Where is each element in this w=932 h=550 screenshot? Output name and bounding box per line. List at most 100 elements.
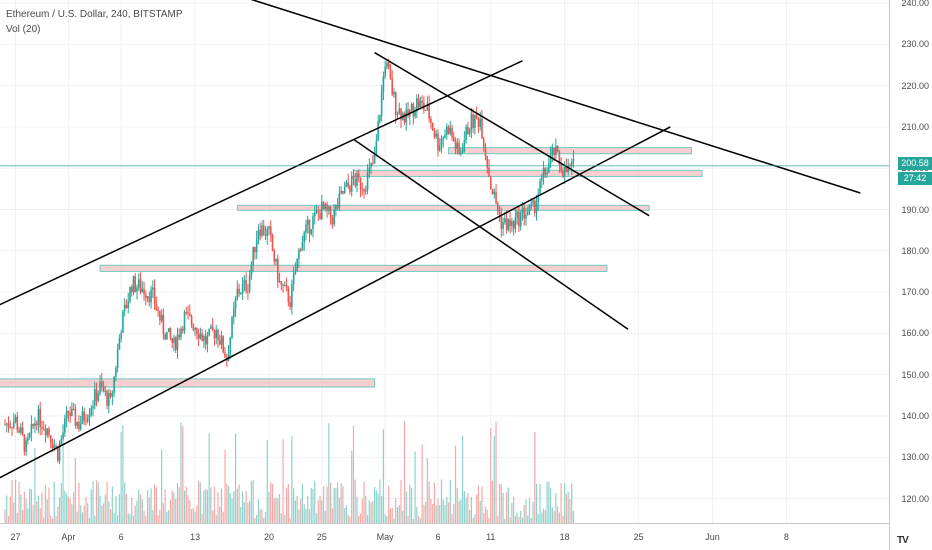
candle-body: [95, 389, 98, 401]
volume-bar: [57, 506, 59, 523]
price-chart-plot[interactable]: [0, 0, 889, 524]
volume-bar: [312, 489, 314, 523]
candle-body: [375, 140, 378, 155]
volume-bar: [333, 488, 335, 523]
volume-bar: [469, 509, 471, 523]
volume-bar: [80, 505, 82, 523]
volume-bar: [43, 517, 45, 523]
candle-body: [511, 221, 513, 227]
candle-body: [113, 376, 115, 394]
volume-bar: [514, 515, 516, 523]
candle-body: [157, 309, 159, 312]
candle-body: [48, 428, 50, 436]
candle-body: [354, 178, 357, 186]
candle-body: [78, 421, 80, 430]
candle-body: [255, 239, 258, 253]
candle-body: [356, 173, 358, 186]
candle-body: [164, 334, 166, 340]
candle-body: [292, 274, 295, 284]
volume-bar: [162, 503, 164, 523]
candle-body: [67, 411, 70, 413]
volume-bar: [507, 487, 509, 523]
candle-body: [437, 133, 439, 151]
volume-bar: [440, 479, 443, 523]
time-axis-label: 6: [435, 532, 441, 542]
candle-body: [350, 176, 353, 192]
candle-body: [484, 147, 487, 156]
volume-bar: [535, 483, 538, 523]
volume-bar: [185, 486, 187, 523]
volume-bar: [32, 504, 34, 523]
volume-bar: [342, 485, 344, 523]
candle-body: [556, 145, 559, 153]
candle-body: [150, 289, 152, 303]
candle-body: [451, 127, 453, 138]
candle-body: [21, 427, 24, 435]
volume-bar: [78, 482, 80, 523]
last-price-tag: 200.58: [898, 157, 932, 170]
volume-bar: [497, 516, 499, 523]
volume-bar: [509, 517, 511, 523]
candle-body: [430, 118, 432, 123]
volume-bar: [23, 491, 25, 523]
volume-bar: [490, 427, 492, 523]
volume-bar: [129, 514, 131, 523]
volume-bar: [532, 501, 534, 523]
candle-body: [474, 114, 476, 128]
candle-body: [57, 446, 59, 461]
price-axis[interactable]: 240.00230.00220.00210.00200.00190.00180.…: [889, 0, 932, 550]
volume-bar: [550, 487, 552, 523]
candle-body: [394, 91, 397, 115]
candle-body: [264, 234, 267, 236]
candle-body: [166, 331, 168, 340]
volume-bar: [423, 505, 425, 523]
candle-body: [16, 416, 19, 430]
volume-bar: [224, 449, 226, 523]
volume-bar: [317, 500, 319, 523]
candle-body: [372, 162, 374, 164]
candle-body: [518, 211, 520, 227]
candle-body: [181, 328, 184, 331]
volume-bar: [425, 501, 427, 523]
volume-bar: [136, 500, 138, 523]
volume-bar: [198, 480, 200, 523]
volume-bar: [315, 513, 318, 523]
volume-bar: [178, 487, 180, 523]
candle-body: [79, 423, 82, 430]
volume-bar: [259, 509, 261, 523]
volume-bar: [495, 421, 497, 523]
volume-bar: [565, 494, 568, 523]
volume-bar: [71, 504, 73, 523]
candle-body: [528, 204, 531, 212]
volume-bar: [161, 449, 163, 523]
candle-body: [69, 412, 71, 416]
candle-body: [502, 222, 504, 229]
candle-body: [460, 152, 462, 154]
candle-body: [299, 249, 302, 251]
candle-body: [567, 165, 569, 173]
volume-bar: [74, 458, 76, 523]
volume-bar: [58, 497, 61, 523]
volume-bar: [377, 493, 379, 523]
candle-body: [482, 138, 485, 148]
volume-bar: [125, 493, 128, 523]
candle-body: [65, 411, 68, 419]
volume-bar: [286, 487, 288, 523]
candle-body: [14, 416, 17, 422]
candle-body: [435, 133, 437, 137]
candle-body: [76, 421, 78, 426]
volume-bar: [314, 480, 316, 523]
candle-body: [449, 127, 452, 134]
price-axis-label: 140.00: [901, 411, 929, 421]
volume-bar: [115, 496, 117, 523]
candle-body: [289, 302, 291, 308]
volume-bar: [94, 515, 96, 523]
candle-body: [486, 155, 489, 168]
volume-bar: [460, 499, 462, 523]
candle-body: [470, 114, 473, 130]
candle-body: [277, 258, 279, 283]
volume-bar: [530, 518, 532, 523]
volume-bar: [319, 495, 321, 523]
volume-bar: [219, 506, 221, 523]
